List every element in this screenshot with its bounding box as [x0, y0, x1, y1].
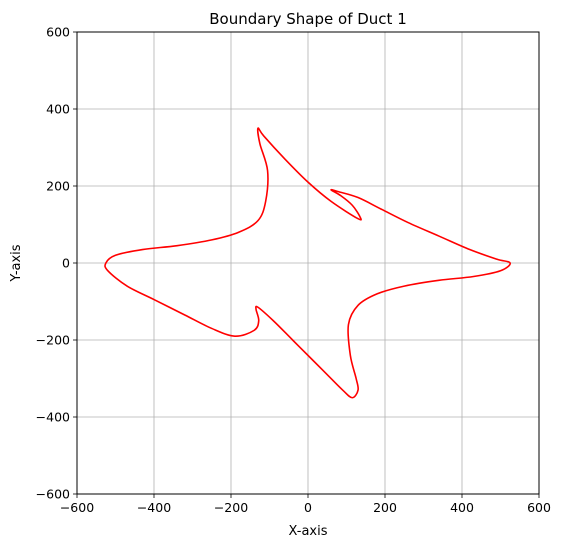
x-tick-label: 400: [450, 500, 474, 515]
y-tick-label: −200: [36, 333, 70, 348]
y-axis-label: Y-axis: [9, 244, 24, 282]
chart-title: Boundary Shape of Duct 1: [209, 10, 406, 28]
y-tick-label: −400: [36, 410, 70, 425]
x-tick-label: 0: [304, 500, 312, 515]
y-tick-label: −600: [36, 487, 70, 502]
x-tick-label: −600: [60, 500, 94, 515]
y-tick-label: 400: [46, 102, 70, 117]
x-tick-label: −200: [214, 500, 248, 515]
ticks: −600 −400 −200 0 200 400 600 −600 −400 −200 0 200 40…: [36, 25, 551, 516]
y-tick-label: 600: [46, 25, 70, 40]
x-tick-label: 200: [373, 500, 397, 515]
y-tick-label: 0: [62, 256, 70, 271]
y-tick-label: 200: [46, 179, 70, 194]
x-tick-label: 600: [527, 500, 551, 515]
series-layer: [104, 127, 511, 399]
x-axis-label: X-axis: [289, 524, 328, 539]
x-tick-label: −400: [137, 500, 171, 515]
boundary-line-series-0: [104, 127, 511, 399]
